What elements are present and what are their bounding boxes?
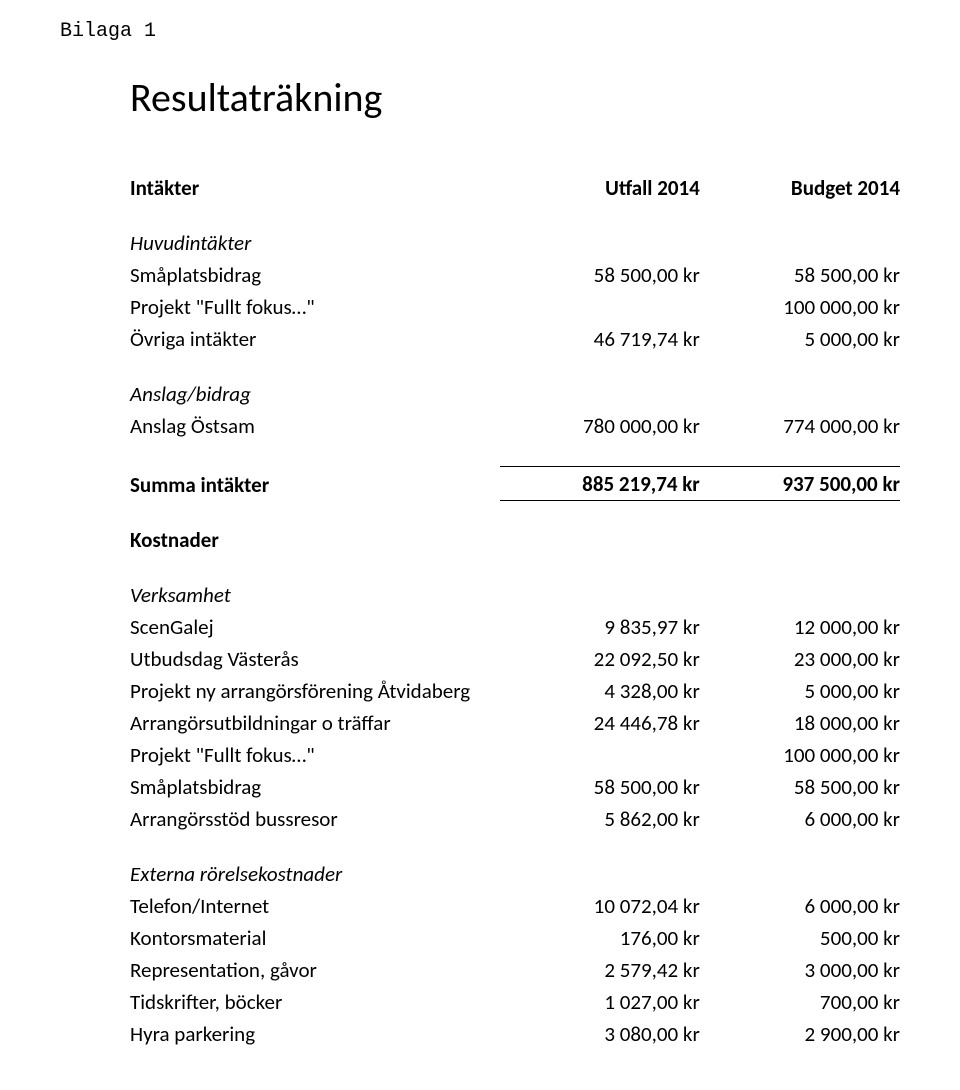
- row-label: Projekt "Fullt fokus…": [130, 739, 500, 771]
- row-val-budget: 6 000,00 kr: [700, 803, 900, 835]
- row-val-utfall: [500, 291, 700, 323]
- subsection-label: Externa rörelsekostnader: [130, 835, 500, 890]
- row-val-utfall: 9 835,97 kr: [500, 611, 700, 643]
- row-val-budget: 2 900,00 kr: [700, 1018, 900, 1050]
- sum-val-utfall: 885 219,74 kr: [500, 467, 700, 501]
- row-val-budget: 5 000,00 kr: [700, 675, 900, 707]
- row-val-utfall: 4 328,00 kr: [500, 675, 700, 707]
- row-val-budget: 100 000,00 kr: [700, 739, 900, 771]
- row-val-budget: 3 000,00 kr: [700, 954, 900, 986]
- data-row: Projekt ny arrangörsförening Åtvidaberg4…: [130, 675, 900, 707]
- col-header-budget: Budget 2014: [700, 172, 900, 204]
- row-val-budget: 774 000,00 kr: [700, 410, 900, 442]
- row-val-utfall: 780 000,00 kr: [500, 410, 700, 442]
- row-val-budget: 5 000,00 kr: [700, 323, 900, 355]
- header-row: IntäkterUtfall 2014Budget 2014: [130, 172, 900, 204]
- row-val-budget: 12 000,00 kr: [700, 611, 900, 643]
- row-val-utfall: [500, 739, 700, 771]
- row-label: Småplatsbidrag: [130, 771, 500, 803]
- row-val-budget: 700,00 kr: [700, 986, 900, 1018]
- subsection-anslag: Anslag/bidrag: [130, 355, 900, 410]
- row-label: Övriga intäkter: [130, 323, 500, 355]
- subsection-verksamhet: Verksamhet: [130, 556, 900, 611]
- row-label: Hyra parkering: [130, 1018, 500, 1050]
- data-row: Hyra parkering3 080,00 kr2 900,00 kr: [130, 1018, 900, 1050]
- row-val-utfall: 24 446,78 kr: [500, 707, 700, 739]
- row-label: Telefon/Internet: [130, 890, 500, 922]
- row-val-utfall: 176,00 kr: [500, 922, 700, 954]
- row-label: Representation, gåvor: [130, 954, 500, 986]
- result-table: IntäkterUtfall 2014Budget 2014Huvudintäk…: [130, 172, 900, 1050]
- subsection-huvudintakter: Huvudintäkter: [130, 204, 900, 259]
- row-label: Utbudsdag Västerås: [130, 643, 500, 675]
- data-row: Kontorsmaterial176,00 kr500,00 kr: [130, 922, 900, 954]
- section-kostnader: Kostnader: [130, 501, 900, 556]
- data-row: Tidskrifter, böcker1 027,00 kr700,00 kr: [130, 986, 900, 1018]
- row-val-utfall: 58 500,00 kr: [500, 771, 700, 803]
- subsection-label: Verksamhet: [130, 556, 500, 611]
- row-val-utfall: 1 027,00 kr: [500, 986, 700, 1018]
- row-label: Arrangörsutbildningar o träffar: [130, 707, 500, 739]
- data-row: Småplatsbidrag58 500,00 kr58 500,00 kr: [130, 771, 900, 803]
- row-label: Småplatsbidrag: [130, 259, 500, 291]
- row-val-budget: 18 000,00 kr: [700, 707, 900, 739]
- row-label: Arrangörsstöd bussresor: [130, 803, 500, 835]
- row-val-budget: 58 500,00 kr: [700, 259, 900, 291]
- summa-intakter-row: Summa intäkter885 219,74 kr937 500,00 kr: [130, 467, 900, 501]
- data-row: Telefon/Internet10 072,04 kr6 000,00 kr: [130, 890, 900, 922]
- data-row: ScenGalej9 835,97 kr12 000,00 kr: [130, 611, 900, 643]
- document-page: Bilaga 1 Resultaträkning IntäkterUtfall …: [0, 0, 960, 1090]
- attachment-label: Bilaga 1: [60, 20, 900, 43]
- data-row: Utbudsdag Västerås22 092,50 kr23 000,00 …: [130, 643, 900, 675]
- data-row: Projekt "Fullt fokus…" 100 000,00 kr: [130, 739, 900, 771]
- row-val-utfall: 2 579,42 kr: [500, 954, 700, 986]
- row-val-budget: 6 000,00 kr: [700, 890, 900, 922]
- row-label: Projekt ny arrangörsförening Åtvidaberg: [130, 675, 500, 707]
- row-val-utfall: 5 862,00 kr: [500, 803, 700, 835]
- subsection-label: Huvudintäkter: [130, 204, 500, 259]
- section-label: Kostnader: [130, 501, 500, 556]
- col-header-utfall: Utfall 2014: [500, 172, 700, 204]
- data-row: Arrangörsutbildningar o träffar24 446,78…: [130, 707, 900, 739]
- row-val-budget: 23 000,00 kr: [700, 643, 900, 675]
- subsection-label: Anslag/bidrag: [130, 355, 500, 410]
- data-row: Representation, gåvor2 579,42 kr3 000,00…: [130, 954, 900, 986]
- row-label: Tidskrifter, böcker: [130, 986, 500, 1018]
- page-title: Resultaträkning: [130, 73, 900, 122]
- col-header-label: Intäkter: [130, 172, 500, 204]
- subsection-externa: Externa rörelsekostnader: [130, 835, 900, 890]
- data-row: Projekt "Fullt fokus…" 100 000,00 kr: [130, 291, 900, 323]
- data-row: Anslag Östsam780 000,00 kr774 000,00 kr: [130, 410, 900, 442]
- row-label: Anslag Östsam: [130, 410, 500, 442]
- data-row: Småplatsbidrag58 500,00 kr58 500,00 kr: [130, 259, 900, 291]
- row-val-utfall: 3 080,00 kr: [500, 1018, 700, 1050]
- row-label: Projekt "Fullt fokus…": [130, 291, 500, 323]
- data-row: Arrangörsstöd bussresor5 862,00 kr6 000,…: [130, 803, 900, 835]
- row-val-budget: 58 500,00 kr: [700, 771, 900, 803]
- row-val-budget: 500,00 kr: [700, 922, 900, 954]
- row-val-utfall: 58 500,00 kr: [500, 259, 700, 291]
- row-val-utfall: 46 719,74 kr: [500, 323, 700, 355]
- row-label: Kontorsmaterial: [130, 922, 500, 954]
- document-content: Resultaträkning IntäkterUtfall 2014Budge…: [130, 73, 900, 1050]
- row-val-utfall: 10 072,04 kr: [500, 890, 700, 922]
- spacer-row: [130, 442, 900, 467]
- data-row: Övriga intäkter46 719,74 kr5 000,00 kr: [130, 323, 900, 355]
- row-val-budget: 100 000,00 kr: [700, 291, 900, 323]
- row-label: ScenGalej: [130, 611, 500, 643]
- sum-label: Summa intäkter: [130, 467, 500, 501]
- row-val-utfall: 22 092,50 kr: [500, 643, 700, 675]
- sum-val-budget: 937 500,00 kr: [700, 467, 900, 501]
